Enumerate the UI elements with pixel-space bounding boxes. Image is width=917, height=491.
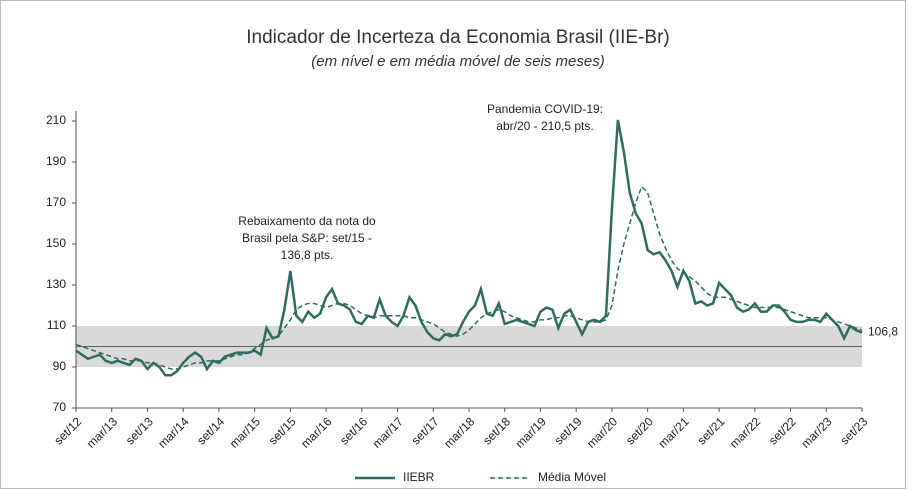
- legend-label: IIEBR: [403, 470, 435, 484]
- line-series: [75, 185, 863, 370]
- legend-label: Média Móvel: [538, 470, 606, 484]
- annotation: Pandemia COVID-19:: [487, 102, 603, 116]
- chart-title: Indicador de Incerteza da Economia Brasi…: [246, 27, 669, 48]
- annotation: abr/20 - 210,5 pts.: [496, 119, 593, 133]
- y-tick-label: 110: [47, 318, 66, 332]
- y-tick-label: 70: [53, 400, 67, 414]
- annotation: Rebaixamento da nota do: [238, 214, 376, 228]
- y-tick-label: 170: [46, 195, 66, 209]
- y-tick-label: 190: [46, 154, 66, 168]
- line-series: [75, 119, 863, 377]
- end-label: 106,8: [868, 325, 898, 339]
- chart-subtitle: (em nível e em média móvel de seis meses…: [311, 53, 604, 70]
- y-tick-label: 150: [46, 236, 66, 250]
- y-tick-label: 130: [46, 277, 66, 291]
- annotation: Brasil pela S&P: set/15 -: [242, 231, 372, 245]
- y-tick-label: 90: [53, 359, 67, 373]
- annotation: 136,8 pts.: [281, 248, 334, 262]
- y-tick-label: 210: [46, 113, 66, 127]
